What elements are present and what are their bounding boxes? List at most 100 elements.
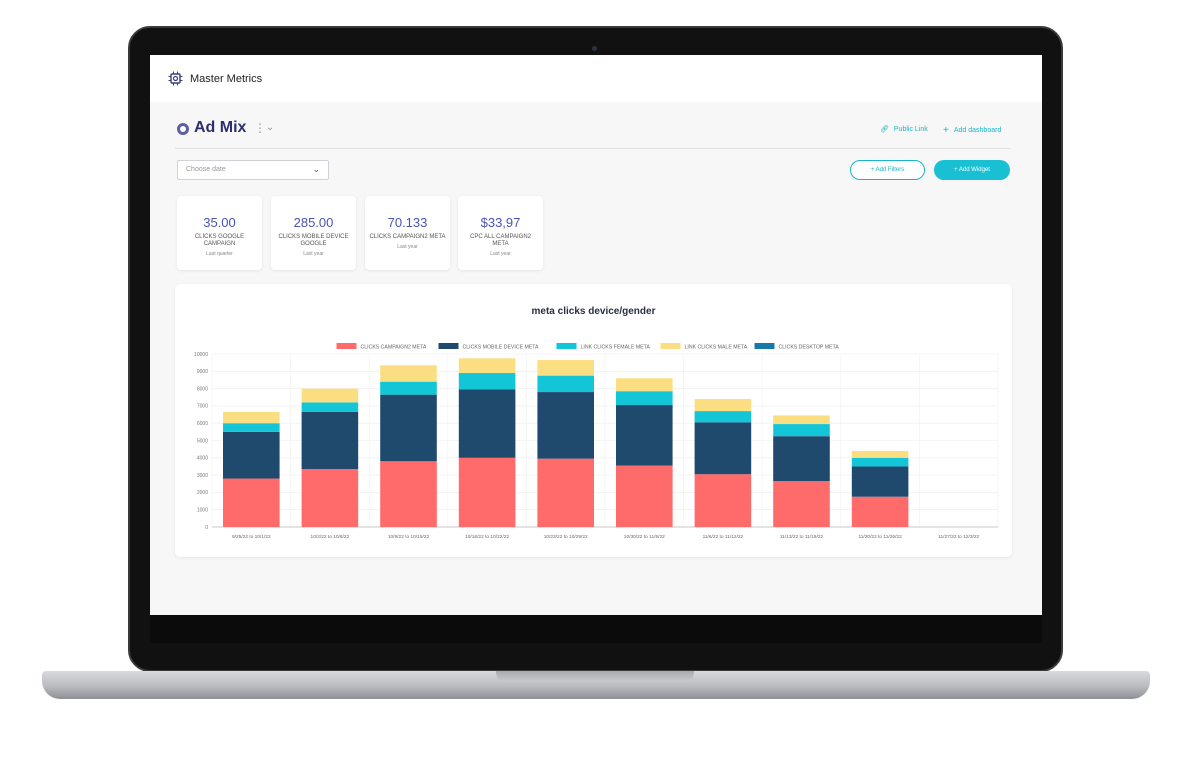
legend-label: CLICKS CAMPAIGN2 META xyxy=(361,345,427,351)
legend-swatch xyxy=(438,343,459,349)
chevron-down-icon: ⌄ xyxy=(312,164,320,174)
kebab-menu-icon[interactable]: ⋮ xyxy=(254,121,266,135)
legend-swatch xyxy=(660,343,681,349)
date-select[interactable]: Choose date ⌄ xyxy=(177,160,329,180)
laptop-notch xyxy=(496,671,694,682)
page-title: Ad Mix xyxy=(194,119,247,136)
bar-segment xyxy=(458,373,516,390)
legend-label: CLICKS MOBILE DEVICE META xyxy=(463,345,540,351)
bar-segment xyxy=(301,469,359,527)
bar-segment xyxy=(616,405,673,466)
kpi-card[interactable]: $33,97 CPC ALL CAMPAIGN2 META Last year xyxy=(458,196,543,270)
top-bar: Master Metrics xyxy=(150,55,1042,102)
chart-card: meta clicks device/gender CLICKS CAMPAIG… xyxy=(175,284,1012,557)
kpi-card[interactable]: 35.00 CLICKS GOOGLE CAMPAIGN Last quarte… xyxy=(177,196,262,270)
bar-segment xyxy=(694,422,752,475)
bar-segment xyxy=(537,360,594,376)
public-link-button[interactable]: 🔗︎ Public Link xyxy=(880,125,928,134)
x-tick-label: 10/9/22 to 10/15/22 xyxy=(388,534,430,540)
date-select-placeholder: Choose date xyxy=(186,166,226,173)
y-tick-label: 8000 xyxy=(197,386,208,392)
x-tick-label: 10/23/22 to 10/29/22 xyxy=(544,534,588,540)
bar-segment xyxy=(773,436,830,482)
bar-segment xyxy=(380,365,437,382)
camera xyxy=(592,46,597,51)
bar-segment xyxy=(380,381,437,395)
bar-segment xyxy=(301,388,359,403)
y-tick-label: 7000 xyxy=(197,404,208,410)
bar-segment xyxy=(851,466,909,497)
add-dashboard-button[interactable]: + Add dashboard xyxy=(943,125,1001,136)
kpi-value: $33,97 xyxy=(480,215,521,230)
chip-logo-icon xyxy=(168,71,183,86)
bar-segment xyxy=(616,465,673,527)
bar-segment xyxy=(616,391,673,406)
bar-segment xyxy=(616,378,673,392)
bar-segment xyxy=(537,458,594,527)
x-tick-label: 11/27/22 to 12/3/22 xyxy=(938,534,979,540)
stacked-bar-chart: CLICKS CAMPAIGN2 META CLICKS MOBILE DEVIC… xyxy=(194,343,999,540)
y-tick-label: 2000 xyxy=(197,490,208,496)
kpi-label: CLICKS MOBILE DEVICE GOOGLE xyxy=(278,234,349,247)
add-filters-button[interactable]: + Add Filters xyxy=(850,160,925,180)
kpi-value: 70.133 xyxy=(387,215,428,230)
y-tick-label: 1000 xyxy=(197,508,208,514)
screen-bezel xyxy=(150,615,1042,643)
kpi-card[interactable]: 285.00 CLICKS MOBILE DEVICE GOOGLE Last … xyxy=(271,196,356,270)
bar-segment xyxy=(301,402,359,412)
y-tick-label: 4000 xyxy=(197,456,208,462)
bar-segment xyxy=(773,424,830,437)
x-tick-label: 9/25/22 to 10/1/22 xyxy=(232,534,271,540)
bar-segment xyxy=(851,450,909,458)
legend-swatch xyxy=(556,343,577,349)
bar-segment xyxy=(223,431,280,479)
legend-label: LINK CLICKS FEMALE META xyxy=(581,345,651,351)
kpi-period: Last year xyxy=(397,244,418,250)
kpi-period: Last year xyxy=(303,251,324,257)
bar-segment xyxy=(537,375,594,393)
bar-segment xyxy=(851,457,909,467)
bar-segment xyxy=(458,457,516,527)
kpi-period: Last quarter xyxy=(206,251,233,257)
chevron-down-icon[interactable]: ⌄ xyxy=(266,122,275,133)
x-tick-label: 11/20/22 to 11/26/22 xyxy=(858,534,902,540)
y-tick-label: 9000 xyxy=(197,369,208,375)
bar-segment xyxy=(694,474,752,527)
bar-segment xyxy=(694,411,752,423)
bar-segment xyxy=(458,358,516,374)
x-tick-label: 11/13/22 to 11/19/22 xyxy=(780,534,824,540)
x-tick-label: 10/16/22 to 10/22/22 xyxy=(465,534,509,540)
x-tick-label: 10/30/22 to 11/5/22 xyxy=(624,534,665,540)
bar-segment xyxy=(223,478,280,527)
bar-segment xyxy=(458,389,516,458)
plus-icon: + xyxy=(943,125,949,136)
bar-segment xyxy=(223,423,280,432)
legend-swatch xyxy=(336,343,357,349)
kpi-period: Last year xyxy=(490,251,511,257)
y-tick-label: 3000 xyxy=(197,473,208,479)
x-tick-label: 10/2/22 to 10/8/22 xyxy=(311,534,350,540)
brand-name: Master Metrics xyxy=(190,73,263,85)
bar-segment xyxy=(773,415,830,425)
bar-segment xyxy=(380,394,437,462)
add-dashboard-label: Add dashboard xyxy=(953,127,1002,134)
add-widget-button[interactable]: + Add Widget xyxy=(934,160,1010,180)
kpi-card[interactable]: 70.133 CLICKS CAMPAIGN2 META Last year xyxy=(365,196,450,270)
bar-segment xyxy=(301,411,359,470)
link-icon: 🔗︎ xyxy=(880,126,889,133)
bar-segment xyxy=(694,398,752,412)
kpi-value: 35.00 xyxy=(203,215,236,230)
bar-segment xyxy=(380,461,437,527)
bar-segment xyxy=(537,392,594,459)
bar-segment xyxy=(223,411,280,424)
y-tick-label: 0 xyxy=(205,525,208,531)
y-tick-label: 6000 xyxy=(197,421,208,427)
public-link-label: Public Link xyxy=(893,125,928,133)
kpi-value: 285.00 xyxy=(293,215,334,230)
kpi-label: CLICKS CAMPAIGN2 META xyxy=(369,234,446,240)
dashboard-icon xyxy=(177,123,189,135)
header-divider xyxy=(175,148,1011,149)
legend-label: LINK CLICKS MALE META xyxy=(685,345,748,351)
app-screen: Master Metrics Ad Mix ⋮ ⌄ 🔗︎ Public Link… xyxy=(150,55,1042,615)
y-tick-label: 10000 xyxy=(194,352,208,358)
